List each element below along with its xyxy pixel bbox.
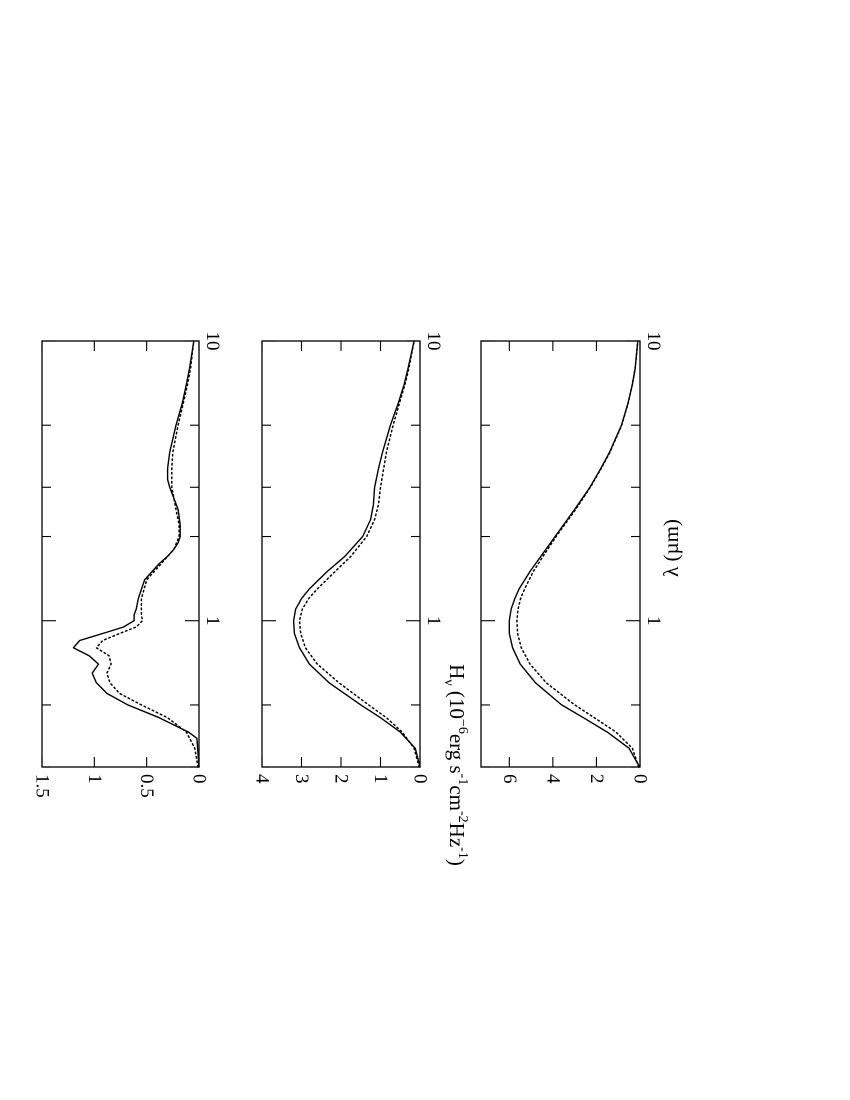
panel-frame [41, 340, 200, 768]
y-tick-label: 6 [499, 774, 520, 784]
solid-series-line [508, 340, 641, 768]
y-tick-label: 0 [410, 774, 431, 784]
ylabel-unit2: cm [445, 785, 469, 811]
dotted-series-line [298, 340, 420, 768]
y-tick-label: 1 [84, 774, 105, 784]
y-tick-label: 0.5 [136, 774, 157, 798]
panel-1: 1 10 0 0.5 1 1.5 [32, 332, 224, 798]
panel-frame [480, 340, 641, 768]
ylabel-close: ) [445, 859, 469, 866]
ylabel-exp4: -1 [455, 847, 470, 859]
ylabel-exp2: -1 [455, 774, 470, 786]
x-axis-label: λ (µm) [659, 519, 683, 577]
ylabel-base: H [445, 664, 469, 679]
panel-2: 1 10 0 1 2 3 4 [252, 332, 445, 785]
y-tick-label: 0 [630, 774, 651, 784]
ylabel-exp1: −6 [455, 719, 470, 734]
panel-frame [261, 340, 421, 768]
y-tick-label: 4 [252, 774, 273, 784]
y-tick-label: 0 [189, 774, 210, 784]
ylabel-unit1: erg s [445, 734, 469, 774]
panel-3: 1 10 0 2 4 6 [480, 332, 664, 784]
y-tick-label: 4 [542, 774, 563, 784]
x-tick-label: 10 [643, 332, 664, 351]
y-tick-label: 1 [370, 774, 391, 784]
ylabel-unit3: Hz [445, 823, 469, 848]
y-tick-label: 1.5 [32, 774, 53, 798]
dotted-series-line [516, 340, 640, 768]
solid-series-line [72, 340, 200, 768]
y-axis-label: Hν (10−6erg s-1cm-2Hz-1) [441, 664, 470, 866]
y-tick-label: 2 [331, 774, 352, 784]
dotted-series-line [95, 340, 199, 768]
ylabel-open: (10 [445, 686, 469, 719]
ylabel-exp3: -2 [455, 811, 470, 823]
x-tick-label: 1 [643, 616, 664, 626]
ylabel-sub: ν [441, 679, 456, 685]
x-tick-label: 1 [423, 616, 444, 626]
x-tick-label: 10 [202, 332, 223, 351]
solid-series-line [292, 340, 421, 768]
y-tick-label: 3 [291, 774, 312, 784]
x-tick-label: 1 [202, 616, 223, 626]
x-tick-label: 10 [423, 332, 444, 351]
panels-root: 1 10 0 0.5 1 1.5 1 10 0 1 2 3 4 1 10 0 2 4 6 [32, 332, 665, 798]
y-tick-label: 2 [586, 774, 607, 784]
